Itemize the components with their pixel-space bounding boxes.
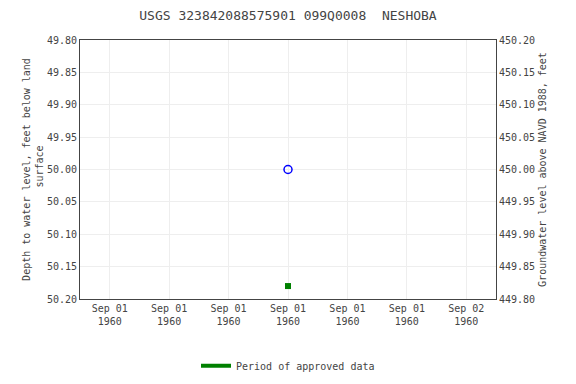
svg-text:450.00: 450.00 <box>499 164 535 175</box>
svg-text:Period of approved data: Period of approved data <box>236 361 374 372</box>
svg-text:449.90: 449.90 <box>499 229 535 240</box>
svg-text:Sep 011960: Sep 011960 <box>270 303 306 327</box>
svg-text:449.80: 449.80 <box>499 294 535 305</box>
svg-text:50.20: 50.20 <box>47 294 77 305</box>
svg-text:449.85: 449.85 <box>499 261 535 272</box>
svg-text:50.00: 50.00 <box>47 164 77 175</box>
svg-text:49.80: 49.80 <box>47 35 77 46</box>
svg-text:Sep 021960: Sep 021960 <box>448 303 484 327</box>
svg-text:450.15: 450.15 <box>499 67 535 78</box>
svg-text:Depth to water level, feet bel: Depth to water level, feet below land su… <box>21 58 45 281</box>
svg-text:USGS 323842088575901 099Q0008: USGS 323842088575901 099Q0008 NESHOBA <box>139 8 437 23</box>
svg-text:Sep 011960: Sep 011960 <box>92 303 128 327</box>
svg-text:50.05: 50.05 <box>47 196 77 207</box>
svg-text:450.20: 450.20 <box>499 35 535 46</box>
svg-text:Sep 011960: Sep 011960 <box>151 303 187 327</box>
svg-text:Sep 011960: Sep 011960 <box>329 303 365 327</box>
svg-text:449.95: 449.95 <box>499 196 535 207</box>
svg-text:450.05: 450.05 <box>499 132 535 143</box>
svg-text:450.10: 450.10 <box>499 99 535 110</box>
svg-text:Sep 011960: Sep 011960 <box>389 303 425 327</box>
svg-text:Sep 011960: Sep 011960 <box>211 303 247 327</box>
svg-text:49.90: 49.90 <box>47 99 77 110</box>
svg-text:49.95: 49.95 <box>47 132 77 143</box>
svg-text:49.85: 49.85 <box>47 67 77 78</box>
svg-text:Groundwater level above NAVD 1: Groundwater level above NAVD 1988, feet <box>537 52 548 287</box>
svg-text:50.15: 50.15 <box>47 261 77 272</box>
svg-text:50.10: 50.10 <box>47 229 77 240</box>
